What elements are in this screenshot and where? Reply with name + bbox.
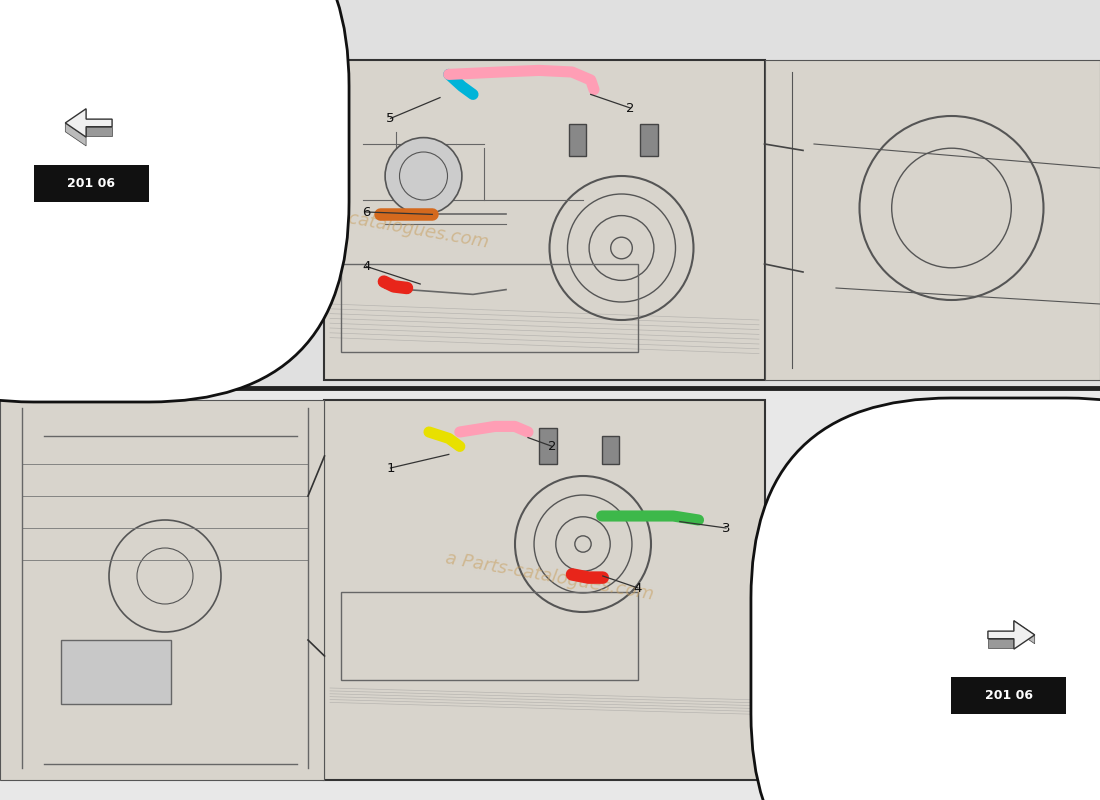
Text: 3: 3	[722, 522, 730, 534]
Circle shape	[385, 138, 462, 214]
Text: 5: 5	[386, 112, 395, 125]
Bar	[60, 640, 170, 704]
Text: a Parts-catalogues.com: a Parts-catalogues.com	[279, 197, 491, 251]
Polygon shape	[65, 109, 112, 137]
Bar	[569, 124, 586, 156]
Text: 4: 4	[362, 260, 371, 273]
Bar	[950, 677, 1066, 714]
Bar	[0, 388, 1100, 800]
Bar	[0, 400, 324, 780]
Polygon shape	[988, 621, 1035, 649]
Polygon shape	[1014, 621, 1035, 644]
Text: 1: 1	[386, 462, 395, 474]
Polygon shape	[988, 638, 1014, 647]
Text: a Parts-catalogues.com: a Parts-catalogues.com	[444, 549, 656, 603]
Text: 2: 2	[548, 440, 557, 453]
FancyBboxPatch shape	[0, 0, 349, 402]
Bar	[341, 264, 638, 352]
FancyBboxPatch shape	[751, 398, 1100, 800]
Bar	[764, 60, 1100, 380]
Text: 201 06: 201 06	[984, 689, 1033, 702]
Bar	[34, 165, 148, 202]
Text: 4: 4	[634, 582, 642, 594]
Bar	[539, 428, 557, 464]
Bar	[341, 592, 638, 680]
Bar	[640, 124, 658, 156]
Text: 201 06: 201 06	[67, 177, 116, 190]
Bar	[324, 400, 764, 780]
Bar	[324, 60, 764, 380]
Text: 2: 2	[626, 102, 635, 114]
Polygon shape	[86, 126, 112, 135]
Bar	[602, 436, 619, 464]
Text: 6: 6	[362, 206, 371, 218]
Bar	[0, 0, 1100, 388]
Polygon shape	[65, 123, 86, 146]
